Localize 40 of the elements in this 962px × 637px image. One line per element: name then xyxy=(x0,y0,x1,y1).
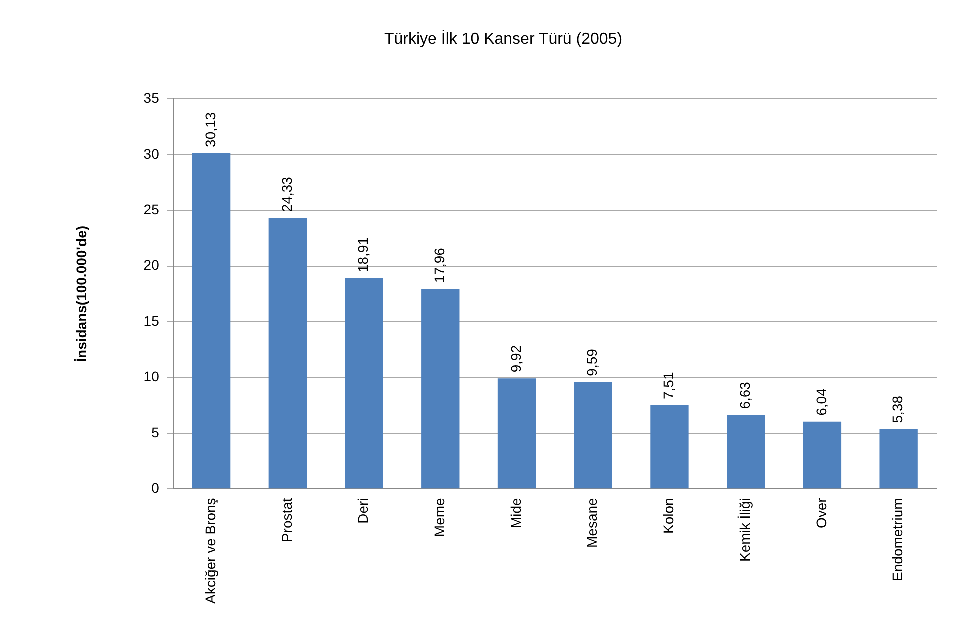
bar xyxy=(650,406,689,489)
x-tick-label: Kemik İliği xyxy=(736,498,753,562)
x-tick-label: Mesane xyxy=(584,498,600,548)
data-label: 18,91 xyxy=(355,237,372,272)
x-tick-label: Akciğer ve Bronş xyxy=(202,498,218,604)
x-tick-label: Deri xyxy=(355,498,372,524)
x-tick-label: Meme xyxy=(432,498,448,538)
data-label: 9,59 xyxy=(584,348,600,376)
data-label: 30,13 xyxy=(202,112,218,148)
bar xyxy=(422,289,460,489)
bar xyxy=(880,429,918,489)
x-tick-label: Prostat xyxy=(278,498,295,543)
data-label: 9,92 xyxy=(508,345,524,373)
y-tick-label: 30 xyxy=(144,146,160,162)
y-tick-label: 5 xyxy=(152,424,160,440)
x-tick-label: Endometrium xyxy=(890,498,906,582)
data-label: 5,38 xyxy=(890,396,906,424)
bar xyxy=(192,153,231,489)
bar xyxy=(268,218,308,489)
data-label: 24,33 xyxy=(278,176,295,212)
y-tick-label: 20 xyxy=(144,257,160,274)
bar xyxy=(727,415,766,489)
y-tick-label: 0 xyxy=(152,480,160,496)
bar xyxy=(574,382,612,489)
x-tick-label: Mide xyxy=(508,498,524,529)
data-label: 6,63 xyxy=(736,382,753,410)
x-tick-label: Over xyxy=(813,498,830,529)
bar xyxy=(498,378,536,489)
y-tick-label: 10 xyxy=(144,368,160,385)
bar xyxy=(803,422,842,489)
y-tick-label: 25 xyxy=(144,201,160,218)
data-label: 17,96 xyxy=(432,248,448,284)
x-tick-label: Kolon xyxy=(660,498,677,534)
data-label: 6,04 xyxy=(813,388,830,416)
bar xyxy=(345,278,384,489)
y-tick-label: 15 xyxy=(144,312,160,329)
y-axis-title: İnsidans(100.000'de) xyxy=(73,226,90,362)
data-label: 7,51 xyxy=(660,372,677,400)
y-tick-label: 35 xyxy=(144,90,160,106)
chart-title: Türkiye İlk 10 Kanser Türü (2005) xyxy=(384,30,623,48)
